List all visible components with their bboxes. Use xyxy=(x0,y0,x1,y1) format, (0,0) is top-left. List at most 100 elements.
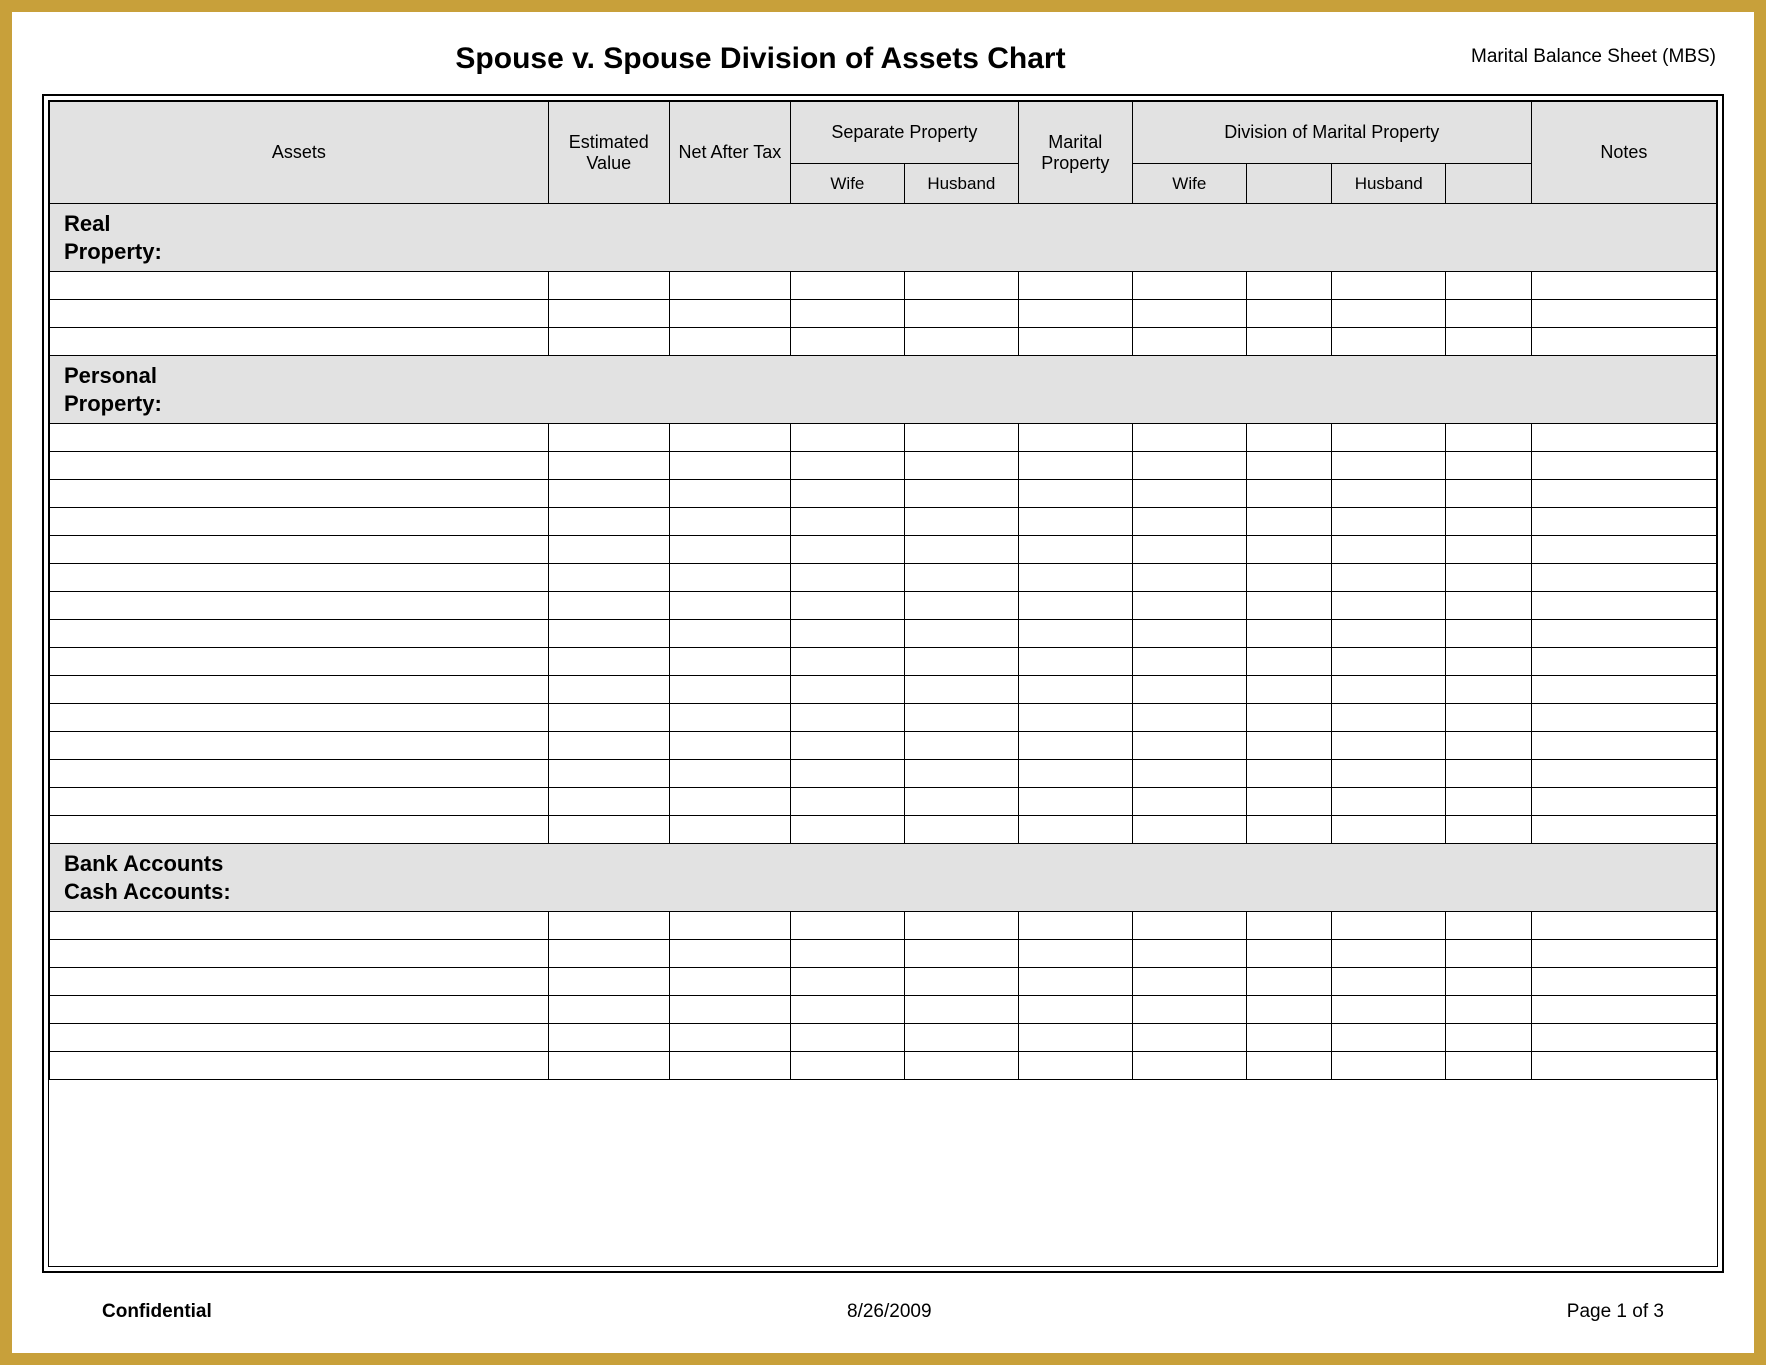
table-cell xyxy=(50,676,549,704)
table-cell xyxy=(904,592,1018,620)
table-cell xyxy=(669,452,790,480)
table-cell xyxy=(669,912,790,940)
col-marital-property: Marital Property xyxy=(1018,102,1132,204)
table-cell xyxy=(1332,328,1446,356)
table-cell xyxy=(1018,508,1132,536)
table-cell xyxy=(50,452,549,480)
table-cell xyxy=(669,536,790,564)
table-cell xyxy=(1018,328,1132,356)
table-cell xyxy=(904,536,1018,564)
table-cell xyxy=(669,480,790,508)
table-cell xyxy=(1246,480,1331,508)
table-cell xyxy=(790,508,904,536)
section-header: Bank AccountsCash Accounts: xyxy=(50,844,1717,912)
table-cell xyxy=(790,732,904,760)
table-cell xyxy=(790,968,904,996)
table-cell xyxy=(50,328,549,356)
table-cell xyxy=(1018,704,1132,732)
table-cell xyxy=(1332,536,1446,564)
table-cell xyxy=(1132,328,1246,356)
table-row xyxy=(50,480,1717,508)
table-cell xyxy=(1446,536,1531,564)
table-cell xyxy=(1132,424,1246,452)
table-cell xyxy=(1332,300,1446,328)
table-cell xyxy=(50,996,549,1024)
table-cell xyxy=(50,940,549,968)
table-cell xyxy=(1018,424,1132,452)
table-cell xyxy=(904,1024,1018,1052)
table-row xyxy=(50,1024,1717,1052)
table-cell xyxy=(669,732,790,760)
table-cell xyxy=(1531,760,1716,788)
table-row xyxy=(50,968,1717,996)
table-cell xyxy=(904,452,1018,480)
table-cell xyxy=(50,732,549,760)
table-cell xyxy=(1132,912,1246,940)
table-cell xyxy=(904,704,1018,732)
table-row xyxy=(50,508,1717,536)
table-cell xyxy=(50,480,549,508)
table-cell xyxy=(548,536,669,564)
table-row xyxy=(50,592,1717,620)
table-cell xyxy=(1446,760,1531,788)
table-cell xyxy=(548,564,669,592)
table-cell xyxy=(669,816,790,844)
table-cell xyxy=(1132,968,1246,996)
table-row xyxy=(50,912,1717,940)
table-cell xyxy=(1246,912,1331,940)
table-cell xyxy=(1246,1024,1331,1052)
table-cell xyxy=(1531,272,1716,300)
table-cell xyxy=(1132,620,1246,648)
table-cell xyxy=(790,940,904,968)
table-cell xyxy=(1446,564,1531,592)
table-cell xyxy=(669,788,790,816)
table-cell xyxy=(790,300,904,328)
footer-page: Page 1 of 3 xyxy=(1567,1301,1664,1323)
table-cell xyxy=(50,1024,549,1052)
table-cell xyxy=(669,620,790,648)
table-cell xyxy=(1018,300,1132,328)
table-cell xyxy=(548,912,669,940)
table-row xyxy=(50,300,1717,328)
table-cell xyxy=(548,424,669,452)
table-cell xyxy=(790,704,904,732)
table-cell xyxy=(1531,732,1716,760)
table-cell xyxy=(1446,996,1531,1024)
table-cell xyxy=(548,272,669,300)
table-cell xyxy=(1132,1024,1246,1052)
table-cell xyxy=(1531,816,1716,844)
table-cell xyxy=(1446,816,1531,844)
table-cell xyxy=(548,788,669,816)
col-assets: Assets xyxy=(50,102,549,204)
table-cell xyxy=(790,424,904,452)
table-cell xyxy=(669,940,790,968)
table-cell xyxy=(50,912,549,940)
table-cell xyxy=(1531,452,1716,480)
col-sep-wife: Wife xyxy=(790,164,904,204)
table-cell xyxy=(548,1052,669,1080)
table-cell xyxy=(1246,704,1331,732)
table-cell xyxy=(1332,912,1446,940)
table-cell xyxy=(1446,1052,1531,1080)
table-cell xyxy=(1018,620,1132,648)
table-cell xyxy=(548,732,669,760)
section-header: RealProperty: xyxy=(50,204,1717,272)
table-cell xyxy=(669,648,790,676)
table-cell xyxy=(904,912,1018,940)
col-separate-property: Separate Property xyxy=(790,102,1018,164)
table-row xyxy=(50,676,1717,704)
table-cell xyxy=(790,328,904,356)
table-cell xyxy=(1332,996,1446,1024)
table-cell xyxy=(1018,452,1132,480)
table-cell xyxy=(1531,704,1716,732)
table-cell xyxy=(904,816,1018,844)
col-estimated-value: Estimated Value xyxy=(548,102,669,204)
table-cell xyxy=(669,1052,790,1080)
table-inner-frame: Assets Estimated Value Net After Tax Sep… xyxy=(48,100,1718,1267)
table-cell xyxy=(1332,788,1446,816)
table-cell xyxy=(790,912,904,940)
table-cell xyxy=(1132,816,1246,844)
assets-table: Assets Estimated Value Net After Tax Sep… xyxy=(49,101,1717,1080)
table-cell xyxy=(904,620,1018,648)
table-cell xyxy=(1246,968,1331,996)
